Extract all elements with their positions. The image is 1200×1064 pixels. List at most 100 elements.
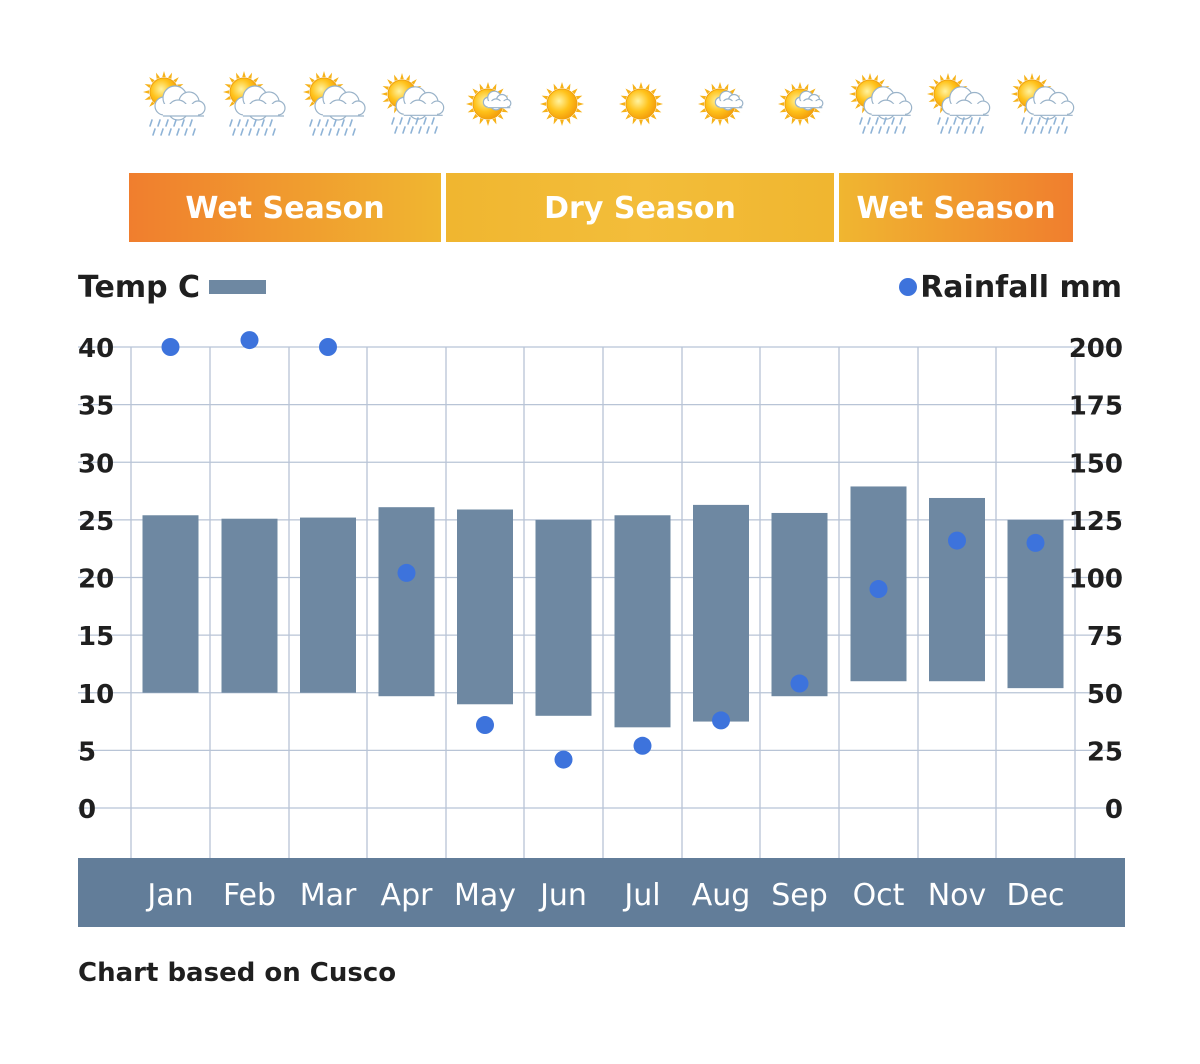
rain-drop [320,128,324,136]
sun-ray [553,117,558,125]
right-axis-ticks: 0 25 50 75 100 125 150 175 200 [1069,334,1123,825]
cloud [482,90,512,111]
sun-cloud-rain-icon [303,71,366,136]
rain-drops [391,117,438,134]
sun-ray [650,88,657,95]
sun-ray [733,108,741,113]
cloud [234,85,286,121]
sun-ray [724,117,729,125]
sun-ray [560,119,564,126]
rain-drop [237,119,241,127]
rain-drop [1056,126,1060,134]
rain-drop [253,119,257,127]
season-banner-1: Wet Season [129,173,441,242]
cloud-base [949,103,983,116]
sun-ray [861,74,866,81]
rain-drop [1048,126,1052,134]
sun-ray [849,92,856,96]
rain-drop [349,119,353,127]
sun-ray [946,73,950,80]
sun-ray [253,77,259,83]
cloud [941,86,991,120]
rain-drop [423,117,427,125]
rain-drop [248,128,252,136]
rain-drop [1064,126,1068,134]
rain-drop [891,117,895,125]
sun-ray [304,83,311,88]
sun-ray [382,98,389,103]
sun-ray [466,102,473,106]
sun-ray [497,113,504,120]
rain-drop [336,128,340,136]
sun-ray [467,95,475,100]
sun-ray [698,102,705,106]
month-label: Sep [771,878,828,913]
sun-ray [229,77,235,83]
season-block [446,173,834,242]
sun-ray [1030,73,1034,80]
sun-ray [315,72,320,79]
month-label: Dec [1006,878,1064,913]
sun-ray [632,83,637,91]
rain-drop [1053,117,1057,125]
sun-ray [620,108,628,113]
sun-ray [575,108,583,113]
month-axis-band: Jan Feb Mar Apr May Jun Jul Aug Sep Oct Nov Dec [78,858,1125,927]
legend-rain-label: Rainfall mm [920,270,1122,305]
cloud-base [323,104,358,116]
month-label: May [454,878,516,913]
sun-ray [1017,103,1023,109]
rain-drop [402,126,406,134]
sun-ray [620,95,628,100]
sun-ray [779,108,787,113]
rain-drop [431,117,435,125]
sun-ray [619,102,626,106]
sun-icon [540,82,584,126]
sun-cloud-icon [381,73,445,134]
season-banner-2: Dry Season [446,173,834,242]
rain-drop [264,128,268,136]
sun-ray [387,79,393,85]
sun-ray [704,113,711,120]
cloud-base [1033,103,1067,116]
sun-ray [711,83,716,91]
sun-ray [173,77,179,83]
left-tick-label: 5 [78,737,96,767]
rain-drop [945,117,949,125]
sun-ray [1023,74,1028,81]
rain-drop [1061,117,1065,125]
sun-ray [879,79,885,85]
sun-ray [1017,79,1023,85]
rain-drop [977,117,981,125]
sun-ray [303,90,310,94]
sun-ray [155,72,160,79]
rain-drop [269,119,273,127]
rain-drop [333,119,337,127]
rain-drop [1040,126,1044,134]
month-label: Jun [538,878,587,913]
sun-ray [149,77,155,83]
rain-drop [189,119,193,127]
rain-drop [1021,117,1025,125]
cloud [714,90,744,111]
sun-ray [784,88,791,95]
temp-bar-feb [221,518,278,693]
sun-cloud-icon [927,73,991,134]
sun-ray [541,95,549,100]
sun-ray [143,90,150,94]
temp-bar-apr [378,507,435,697]
cloud [1025,86,1075,120]
rain-drop [969,117,973,125]
temp-bar-aug [693,504,749,722]
sun-ray [639,119,643,126]
sun-ray [632,117,637,125]
sun-ray [541,108,549,113]
cloud-base [243,104,278,116]
rain-drop [328,128,332,136]
sun-ray [144,83,151,88]
legend-temp-label: Temp C [78,270,200,305]
rain-drop [261,119,265,127]
sun-ray [577,102,584,106]
rain-drop [875,117,879,125]
rain-drop [883,117,887,125]
